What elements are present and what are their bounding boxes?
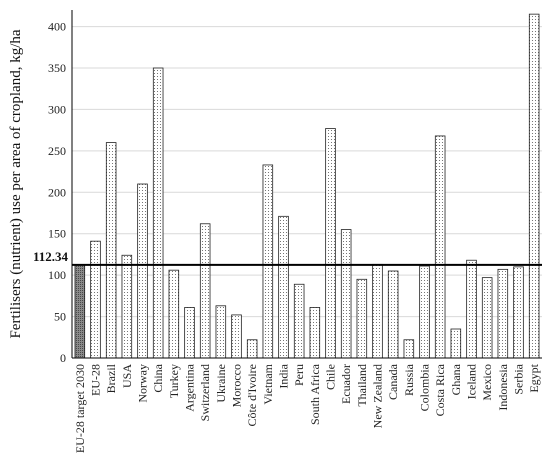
y-tick-label: 200 xyxy=(48,185,66,199)
bar xyxy=(340,229,352,359)
bar xyxy=(466,259,477,359)
x-tick-label: Morocco xyxy=(230,364,244,407)
x-tick-label: Chile xyxy=(324,364,338,390)
x-tick-label: Vietnam xyxy=(261,363,275,404)
x-tick-label: Thailand xyxy=(355,364,369,407)
bar xyxy=(325,128,336,359)
x-tick-label: Switzerland xyxy=(198,364,212,421)
x-tick-label: Mexico xyxy=(480,364,494,401)
x-tick-label: South Africa xyxy=(308,363,322,425)
y-axis-title: Fertilisers (nutrient) use per area of c… xyxy=(8,29,24,338)
x-tick-label: China xyxy=(151,363,165,392)
x-tick-label: EU-28 xyxy=(89,364,103,396)
x-tick-label: Côte d'Ivoire xyxy=(245,364,259,426)
bar xyxy=(387,270,399,359)
x-tick-label: EU-28 target 2030 xyxy=(73,364,87,453)
x-tick-label: Peru xyxy=(292,364,306,386)
bar xyxy=(513,266,524,359)
y-tick-label: 100 xyxy=(48,268,66,282)
y-tick-label: 400 xyxy=(48,20,66,34)
y-tick-label: 250 xyxy=(48,144,66,158)
x-tick-label: Argentina xyxy=(183,363,197,411)
x-tick-label: Iceland xyxy=(465,364,479,399)
bar xyxy=(199,223,211,359)
x-tick-label: Ukraine xyxy=(214,364,228,403)
bar xyxy=(278,215,289,359)
bar xyxy=(293,283,305,359)
x-tick-label: Russia xyxy=(402,363,416,396)
bar xyxy=(434,135,446,359)
bars xyxy=(74,13,540,359)
bar xyxy=(372,263,383,359)
bar xyxy=(137,183,148,359)
x-tick-labels: EU-28 target 2030 EU-28 Brazil USA Norway Chi… xyxy=(73,363,541,453)
x-tick-label: Colombia xyxy=(418,363,432,411)
y-tick-label: 350 xyxy=(48,61,66,75)
x-tick-label: USA xyxy=(120,364,134,388)
bar xyxy=(121,254,133,359)
bar xyxy=(74,264,86,359)
axes xyxy=(71,10,542,359)
y-tick-label: 0 xyxy=(60,351,66,365)
bar xyxy=(246,339,258,359)
x-tick-label: Costa Rica xyxy=(433,363,447,416)
x-tick-label: Norway xyxy=(136,364,150,403)
x-tick-label: Serbia xyxy=(512,363,526,394)
bar xyxy=(231,314,242,359)
bar xyxy=(497,268,509,359)
x-tick-label: Turkey xyxy=(167,364,181,398)
bar xyxy=(152,67,164,359)
y-tick-label: 150 xyxy=(48,227,66,241)
bar xyxy=(309,307,321,359)
x-tick-label: India xyxy=(277,363,291,388)
y-tick-labels: 0 50 100 150 200 250 300 350 400 xyxy=(48,20,66,365)
x-tick-label: Ghana xyxy=(449,363,463,395)
y-tick-label: 50 xyxy=(54,310,66,324)
bar xyxy=(450,328,462,359)
bar xyxy=(528,13,540,359)
bar xyxy=(184,307,195,359)
y-tick-label: 300 xyxy=(48,102,66,116)
x-tick-label: Brazil xyxy=(104,363,118,393)
reference-line-group: 112.34 xyxy=(33,249,542,266)
reference-line-label: 112.34 xyxy=(33,249,69,264)
x-tick-label: Ecuador xyxy=(339,364,353,404)
x-tick-label: Indonesia xyxy=(496,363,510,410)
bar xyxy=(262,164,274,359)
bar xyxy=(90,240,101,359)
x-tick-label: Canada xyxy=(386,363,400,400)
bar xyxy=(356,278,368,359)
x-tick-label: Egypt xyxy=(527,363,541,392)
gridlines xyxy=(72,26,542,318)
bar xyxy=(168,269,180,359)
bar xyxy=(419,265,430,359)
bar xyxy=(481,277,493,359)
bar xyxy=(105,142,117,359)
bar xyxy=(215,305,227,359)
x-tick-label: New Zealand xyxy=(371,364,385,428)
bar xyxy=(403,339,415,359)
